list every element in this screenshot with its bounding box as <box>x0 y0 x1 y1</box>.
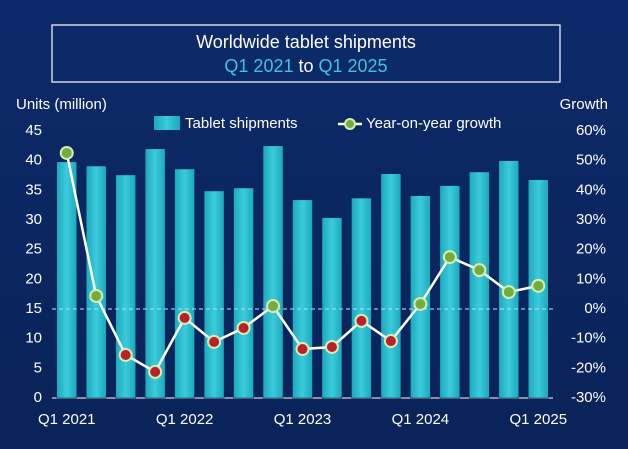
y-tick-label: 45 <box>25 122 42 139</box>
bar <box>439 185 461 399</box>
y-tick-label: 10 <box>25 330 42 347</box>
growth-marker <box>295 342 310 357</box>
growth-marker <box>266 299 281 314</box>
legend-label: Tablet shipments <box>185 115 298 132</box>
y2-tick-label: 60% <box>576 122 606 139</box>
bar <box>85 165 107 399</box>
x-tick-label: Q1 2022 <box>156 411 214 428</box>
growth-marker <box>442 250 457 265</box>
y2-tick-label: -30% <box>571 389 606 406</box>
subtitle-part: to <box>298 56 313 76</box>
y2-axis-label: Growth <box>560 96 608 113</box>
legend-label: Year-on-year growth <box>366 115 501 132</box>
growth-marker <box>207 334 222 349</box>
growth-marker <box>383 334 398 349</box>
growth-marker <box>118 347 133 362</box>
x-tick-label: Q1 2023 <box>274 411 332 428</box>
y-tick-label: 0 <box>34 389 42 406</box>
growth-marker <box>413 296 428 311</box>
growth-marker <box>177 310 192 325</box>
chart-subtitle: Q1 2021 to Q1 2025 <box>224 56 387 76</box>
y2-tick-label: 20% <box>576 241 606 258</box>
growth-marker <box>354 313 369 328</box>
title-box <box>51 24 561 83</box>
y-tick-label: 20 <box>25 270 42 287</box>
y2-tick-label: 50% <box>576 152 606 169</box>
y-tick-label: 30 <box>25 211 42 228</box>
bar <box>233 187 254 399</box>
bar <box>380 173 402 399</box>
bar <box>56 161 77 399</box>
bar <box>321 217 343 399</box>
y-tick-label: 40 <box>25 152 42 169</box>
bar <box>498 160 520 399</box>
y-tick-label: 15 <box>25 300 42 317</box>
x-tick-label: Q1 2025 <box>509 411 567 428</box>
bar <box>469 171 490 399</box>
growth-marker <box>148 364 163 379</box>
x-tick-label: Q1 2024 <box>392 411 450 428</box>
bar <box>292 199 313 399</box>
x-tick-label: Q1 2021 <box>38 411 96 428</box>
legend-swatch <box>154 116 180 130</box>
growth-marker <box>324 339 339 354</box>
y2-tick-label: -20% <box>571 359 606 376</box>
y2-tick-label: 40% <box>576 181 606 198</box>
y-tick-label: 35 <box>25 181 42 198</box>
subtitle-part: Q1 2021 <box>224 56 293 76</box>
y2-tick-label: 0% <box>584 300 606 317</box>
y-tick-label: 25 <box>25 241 42 258</box>
bar <box>351 197 372 399</box>
growth-marker <box>501 285 516 300</box>
y2-tick-label: 30% <box>576 211 606 228</box>
growth-marker <box>236 320 251 335</box>
growth-marker <box>59 145 74 160</box>
growth-marker <box>472 263 487 278</box>
bar <box>115 174 136 399</box>
y2-tick-label: -10% <box>571 330 606 347</box>
y2-tick-label: 10% <box>576 270 606 287</box>
growth-marker <box>89 288 104 303</box>
bar <box>174 168 195 399</box>
subtitle-part: Q1 2025 <box>319 56 388 76</box>
legend-marker <box>344 118 356 130</box>
bar <box>262 145 284 399</box>
y-axis-label: Units (million) <box>16 96 107 113</box>
y-tick-label: 5 <box>34 359 42 376</box>
bar <box>410 195 431 399</box>
growth-marker <box>531 278 546 293</box>
chart-title: Worldwide tablet shipments <box>196 32 416 52</box>
bar <box>203 190 225 399</box>
bar <box>144 148 166 399</box>
